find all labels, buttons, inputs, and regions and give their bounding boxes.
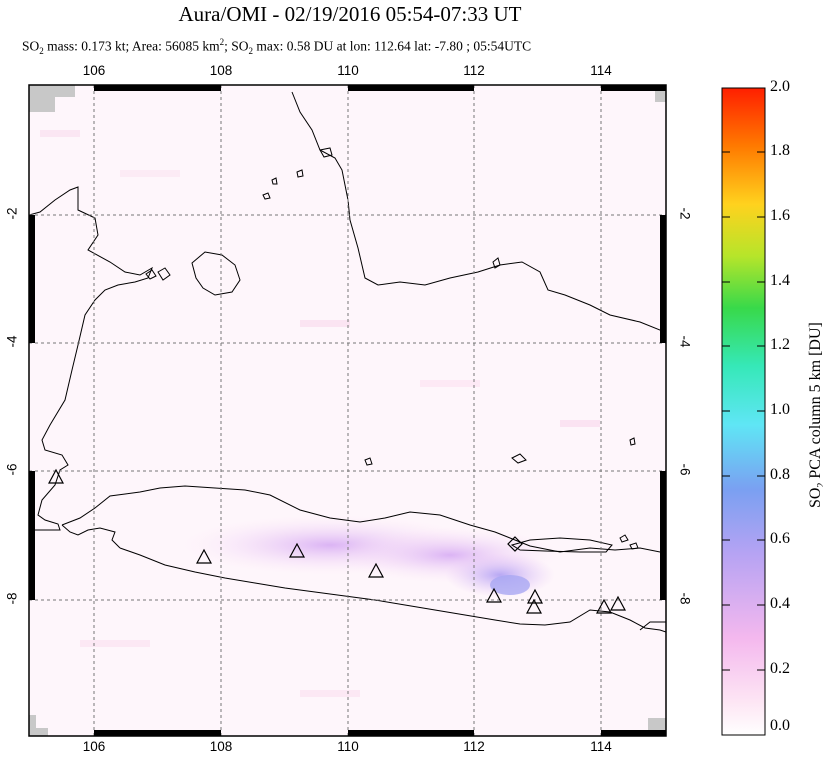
lon-tick-top: 112 (463, 63, 485, 78)
colorbar-tick: 0.6 (770, 530, 790, 547)
lon-tick-bottom: 112 (463, 739, 485, 754)
lon-tick-top: 106 (82, 63, 106, 78)
lat-tick-left: -8 (4, 592, 20, 605)
missing-data-nw (29, 85, 75, 112)
lon-tick-top: 110 (337, 63, 359, 78)
colorbar-tick: 1.6 (770, 207, 790, 224)
colorbar-tick: 1.4 (770, 272, 790, 289)
lat-tick-left: -4 (4, 335, 20, 348)
colorbar-tick: 0.2 (770, 660, 790, 677)
map-frame (28, 84, 667, 737)
triangle-icon (288, 542, 306, 558)
map-subtitle: SO2 mass: 0.173 kt; Area: 56085 km2; SO2… (22, 37, 532, 57)
lon-tick-bottom: 110 (337, 739, 359, 754)
lat-tick-left: -2 (4, 207, 20, 220)
lon-tick-bottom: 114 (590, 739, 612, 754)
colorbar-tick: 0.4 (770, 595, 790, 612)
triangle-icon (195, 548, 213, 564)
colorbar-tick: 1.8 (770, 142, 790, 159)
colorbar-tick: 1.2 (770, 336, 790, 353)
triangle-icon (595, 598, 613, 614)
volcano-markers (47, 468, 627, 614)
lat-tick-right: -8 (677, 592, 693, 605)
colorbar-tick: 2.0 (770, 78, 790, 95)
so2-max-marker (507, 536, 523, 552)
lon-tick-top: 114 (590, 63, 612, 78)
triangle-icon (485, 587, 503, 603)
colorbar-title: SO2 PCA column 5 km [DU] (806, 322, 823, 509)
lat-tick-right: -6 (677, 463, 693, 476)
frame-scale-bars (29, 85, 666, 736)
graticule (29, 85, 666, 736)
colorbar-ticks (722, 151, 765, 671)
missing-data-sw (29, 715, 48, 736)
map-title: Aura/OMI - 02/19/2016 05:54-07:33 UT (178, 2, 522, 26)
triangle-icon (367, 562, 385, 578)
lat-tick-right: -4 (677, 335, 693, 348)
colorbar-tick: 0.8 (770, 466, 790, 483)
lon-tick-bottom: 106 (82, 739, 106, 754)
lon-tick-bottom: 108 (209, 739, 233, 754)
colorbar-tick: 0.0 (770, 717, 790, 734)
lat-tick-right: -2 (677, 207, 693, 220)
colorbar-tick: 1.0 (770, 401, 790, 418)
triangle-icon (47, 468, 65, 484)
lat-tick-left: -6 (4, 463, 20, 476)
lon-tick-top: 108 (209, 63, 233, 78)
triangle-icon (525, 598, 543, 614)
triangle-icon (609, 595, 627, 611)
